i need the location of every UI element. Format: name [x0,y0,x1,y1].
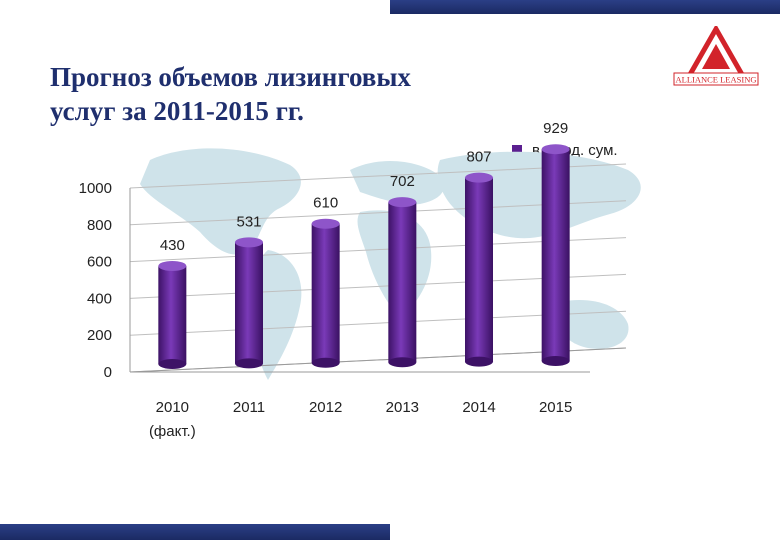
bar-body [158,265,187,364]
x-tick-label: 2015 [539,399,572,416]
bar-top [311,218,340,229]
bar-base [541,356,570,366]
y-tick-label: 1000 [79,180,112,197]
data-label: 531 [236,213,261,230]
bar-base [311,357,340,368]
x-tick-label: 2012 [309,399,342,416]
bar [388,197,417,368]
y-tick-label: 0 [104,364,112,381]
bar-top [541,144,570,155]
y-tick-label: 200 [87,327,112,344]
x-tick-label: 2013 [386,399,419,416]
legend-swatch [512,145,522,155]
bar-body [541,149,570,361]
labels: 0 200 400 600 800 1000 430 2010 (факт.) 531 2011 61… [79,120,573,440]
logo-text: ALLIANCE LEASING [676,75,757,85]
bar-top [388,197,417,208]
bar-top [158,260,187,271]
y-tick-label: 800 [87,217,112,234]
data-label: 610 [313,195,338,212]
bar-body [388,202,417,363]
bottom-accent-bar [0,524,390,540]
data-label: 430 [160,237,185,254]
bar [311,218,340,368]
bar [235,237,263,369]
data-label: 807 [466,149,491,166]
x-tick-label: 2014 [462,399,495,416]
bar-top [235,237,263,248]
data-label: 702 [390,173,415,190]
bar-body [311,223,340,363]
bar-body [465,177,493,362]
y-tick-label: 400 [87,290,112,307]
world-map-background [140,148,641,380]
y-tick-label: 600 [87,254,112,271]
bars [158,144,570,369]
slide-title: Прогноз объемов лизинговых услуг за 2011… [50,62,411,126]
bar-top [465,172,493,183]
bar [541,144,570,366]
top-accent-bar [390,0,780,14]
bar-base [465,356,493,367]
bar-base [388,357,417,368]
x-tick-label: 2011 [233,399,265,416]
x-tick-label: 2010 (факт.) [149,399,196,440]
bar-base [235,358,263,369]
bar-base [158,359,187,369]
data-label: 929 [543,120,568,137]
bar [158,260,187,369]
bar-body [235,242,263,364]
bar [465,172,493,367]
alliance-leasing-logo: ALLIANCE LEASING [673,26,759,86]
